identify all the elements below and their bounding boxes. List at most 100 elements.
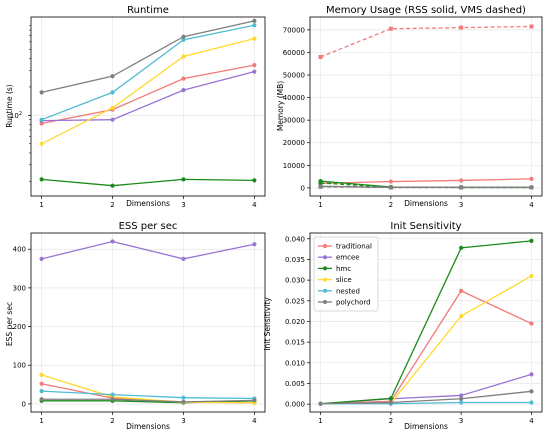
y-axis-label: ESS per sec [5, 302, 14, 346]
memory-chart: Memory Usage (RSS solid, VMS dashed) Dim… [276, 5, 543, 209]
x-tick-label: 4 [252, 417, 257, 425]
y-tick-label: 0.020 [285, 318, 305, 326]
data-point [388, 400, 393, 405]
data-point [388, 179, 393, 184]
y-tick-label: 40000 [283, 94, 305, 102]
series-group [39, 239, 257, 405]
data-point [459, 185, 464, 190]
series-line [41, 178, 255, 187]
data-point [110, 117, 115, 122]
data-point [39, 372, 44, 377]
data-point [388, 396, 393, 401]
legend-label: emcee [336, 254, 360, 262]
data-point [318, 184, 323, 189]
data-point [529, 321, 534, 326]
series-line [320, 240, 532, 405]
legend-label: slice [336, 276, 352, 284]
x-axis-label: Dimensions [404, 422, 448, 431]
data-point [459, 25, 464, 30]
grid-lines [310, 17, 542, 196]
data-point [388, 185, 393, 190]
y-tick-label: 300 [13, 284, 26, 292]
data-point [529, 372, 534, 377]
data-point [252, 63, 257, 68]
x-axis-label: Dimensions [126, 422, 170, 431]
plot-frame [309, 232, 543, 413]
chart-title: Init Sensitivity [390, 221, 461, 232]
x-tick-label: 3 [459, 201, 463, 209]
legend-label: nested [336, 287, 360, 295]
grid-lines [31, 17, 265, 196]
y-tick-label: 0 [301, 184, 305, 192]
series-group [318, 24, 534, 190]
y-tick-label: 20000 [283, 139, 305, 147]
y-tick-label: 400 [13, 246, 26, 254]
legend-label: traditional [336, 243, 372, 251]
y-axis-label: Runtime (s) [5, 84, 14, 128]
y-tick-label: 30000 [283, 117, 305, 125]
init-sensitivity-chart: Init Sensitivity Dimensions Init Sensiti… [263, 221, 543, 431]
data-point [529, 238, 534, 243]
data-point [529, 176, 534, 181]
series-group [39, 18, 257, 188]
data-point [39, 121, 44, 126]
x-tick-label: 3 [181, 417, 185, 425]
series-line [320, 390, 532, 405]
data-point [318, 54, 323, 59]
series-line [41, 20, 255, 94]
data-point [110, 397, 115, 402]
ess-chart: ESS per sec Dimensions ESS per sec 1 2 3 40… [5, 221, 266, 431]
data-point [529, 185, 534, 190]
data-point [181, 177, 186, 182]
data-point [39, 397, 44, 402]
data-point [39, 117, 44, 122]
series-line [41, 390, 255, 400]
y-tick-label: 70000 [283, 26, 305, 34]
plot-frame [30, 232, 266, 413]
series-line [320, 186, 532, 189]
data-point [459, 400, 464, 405]
x-tick-label: 2 [389, 201, 393, 209]
runtime-chart: Runtime Dimensions Runtime (s) 1 2 3 4 102 [5, 5, 266, 209]
x-tick-label: 3 [459, 417, 463, 425]
series-line [320, 373, 532, 405]
data-point [529, 273, 534, 279]
x-tick-label: 2 [389, 417, 393, 425]
data-point [181, 88, 186, 93]
y-tick-label: 0.005 [285, 380, 305, 388]
data-point [181, 54, 186, 59]
y-tick-label: 0.015 [285, 339, 305, 347]
data-point [388, 26, 393, 31]
legend-marker [323, 244, 327, 248]
y-axis-label: Init Sensitivity [263, 297, 272, 351]
x-tick-label: 2 [110, 417, 114, 425]
data-point [529, 24, 534, 29]
data-point [181, 34, 186, 39]
data-point [181, 37, 186, 42]
data-point [252, 18, 257, 24]
x-tick-label: 2 [110, 201, 114, 209]
data-point [252, 242, 257, 247]
series-line [41, 64, 255, 125]
data-point [110, 239, 115, 244]
y-tick-label: 0.000 [285, 401, 305, 409]
data-point [181, 399, 186, 405]
series-group [318, 238, 534, 406]
data-point [459, 396, 464, 401]
x-tick-label: 4 [529, 201, 534, 209]
series-line [41, 240, 255, 260]
y-tick-label: 0 [22, 400, 26, 408]
legend-marker [323, 266, 327, 271]
data-point [252, 69, 257, 74]
data-point [459, 178, 464, 183]
y-tick-label: 200 [13, 323, 26, 331]
chart-title: Memory Usage (RSS solid, VMS dashed) [326, 5, 526, 16]
data-point [110, 105, 115, 110]
data-point [318, 180, 323, 185]
data-point [39, 389, 44, 394]
data-point [39, 256, 44, 262]
legend-marker [323, 288, 327, 293]
y-tick-label: 0.035 [285, 256, 305, 264]
data-point [459, 393, 464, 398]
